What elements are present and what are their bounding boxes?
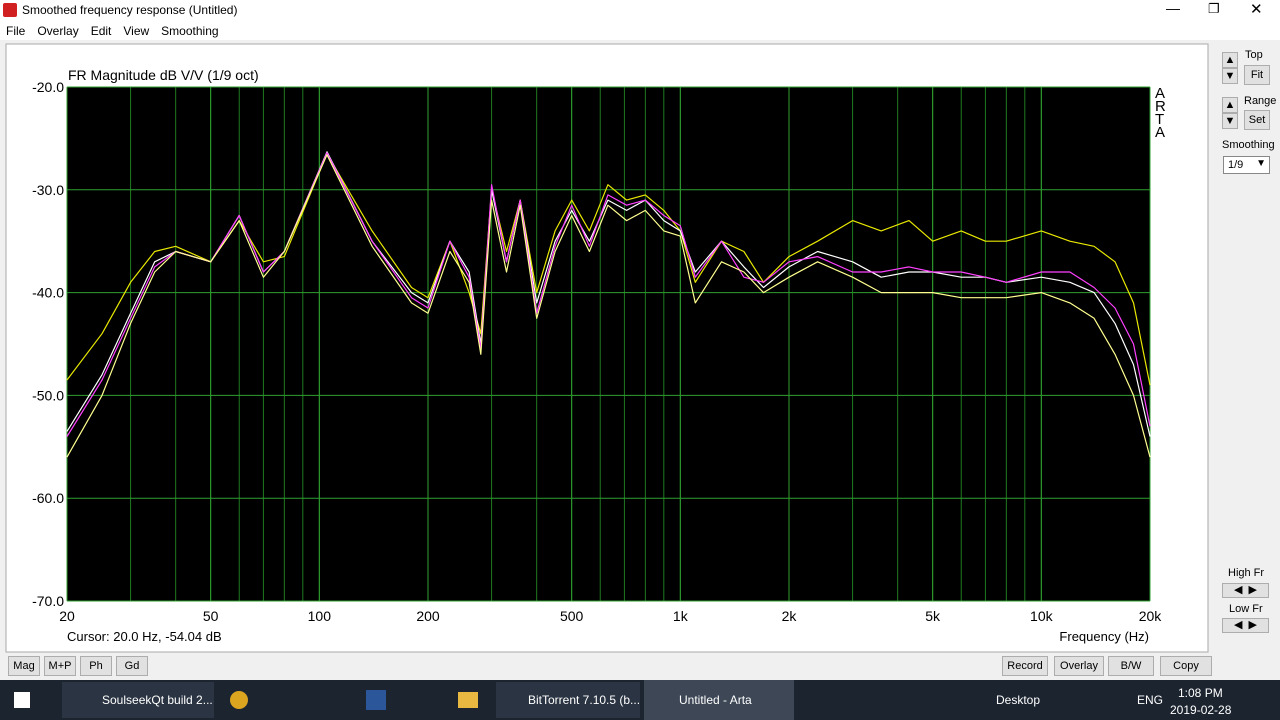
y-tick-label: -50.0 <box>32 387 64 403</box>
desktop-toolbar[interactable]: Desktop <box>996 693 1041 707</box>
view-button[interactable]: Gd <box>116 656 148 676</box>
chart: FR Magnitude dB V/V (1/9 oct) Cursor: 20… <box>5 43 1209 653</box>
start-button[interactable] <box>14 692 30 708</box>
taskbar-app: SoulseekQt build 2... <box>102 693 213 707</box>
x-tick-label: 100 <box>308 608 332 624</box>
app-icon <box>3 3 17 17</box>
low-fr-label: Low Fr <box>1229 603 1263 615</box>
menu-item[interactable]: Smoothing <box>161 24 219 38</box>
action-button[interactable]: B/W <box>1108 656 1154 676</box>
y-tick-label: -70.0 <box>32 593 64 609</box>
language[interactable]: ENG <box>1137 693 1164 707</box>
top-down[interactable]: ▼ <box>1222 68 1238 84</box>
close[interactable]: ✕ <box>1250 1 1263 18</box>
maximize[interactable]: ❐ <box>1208 1 1220 16</box>
view-button[interactable]: Mag <box>8 656 40 676</box>
response-curve <box>66 152 1151 437</box>
x-tick-label: 1k <box>673 608 689 624</box>
top-label: Top <box>1245 49 1263 61</box>
range-label: Range <box>1244 95 1277 107</box>
menu-item[interactable]: Edit <box>90 24 112 38</box>
taskbar: SoulseekQt build 2... BitTorrent 7.10.5 … <box>0 680 1280 720</box>
x-tick-label: 20k <box>1139 608 1163 624</box>
y-tick-label: -30.0 <box>32 182 64 198</box>
cursor-readout: Cursor: 20.0 Hz, -54.04 dB <box>67 629 222 644</box>
smoothing-select[interactable]: 1/9 ▼ <box>1223 156 1270 174</box>
action-button[interactable]: Overlay <box>1054 656 1104 676</box>
window-title: Smoothed frequency response (Untitled) <box>22 3 238 17</box>
chart-title: FR Magnitude dB V/V (1/9 oct) <box>68 67 259 83</box>
action-button[interactable]: Record <box>1002 656 1048 676</box>
high-fr-label: High Fr <box>1228 567 1265 579</box>
view-button[interactable]: Ph <box>80 656 112 676</box>
x-tick-label: 50 <box>203 608 219 624</box>
menu-item[interactable]: Overlay <box>37 24 79 38</box>
x-tick-label: 2k <box>782 608 798 624</box>
bittorrent-task[interactable] <box>496 682 640 718</box>
set-button[interactable]: Set <box>1244 110 1270 130</box>
clock-time: 1:08 PM <box>1178 686 1223 700</box>
x-axis-label: Frequency (Hz) <box>1059 629 1149 644</box>
top-up[interactable]: ▲ <box>1222 52 1238 68</box>
chrome-icon[interactable] <box>230 691 248 709</box>
x-tick-label: 20 <box>59 608 75 624</box>
smoothing-label: Smoothing <box>1222 139 1275 151</box>
view-button[interactable]: M+P <box>44 656 76 676</box>
low-fr-arrows[interactable]: ◀ ▶ <box>1222 618 1269 633</box>
range-up[interactable]: ▲ <box>1222 97 1238 113</box>
range-down[interactable]: ▼ <box>1222 113 1238 129</box>
explorer-icon[interactable] <box>458 692 478 708</box>
smoothing-value: 1/9 <box>1228 159 1244 171</box>
x-tick-label: 500 <box>560 608 584 624</box>
x-tick-label: 5k <box>925 608 941 624</box>
menu-item[interactable]: File <box>6 24 26 38</box>
y-tick-label: -60.0 <box>32 490 64 506</box>
high-fr-arrows[interactable]: ◀ ▶ <box>1222 583 1269 598</box>
taskbar-app: Untitled - Arta <box>679 693 752 707</box>
x-tick-label: 10k <box>1030 608 1054 624</box>
word-icon[interactable] <box>366 690 386 710</box>
response-curve <box>66 154 1151 458</box>
y-tick-label: -20.0 <box>32 79 64 95</box>
title-bar: Smoothed frequency response (Untitled) —… <box>0 0 1280 20</box>
clock-date: 2019-02-28 <box>1170 703 1232 717</box>
fit-button[interactable]: Fit <box>1244 65 1270 85</box>
soulseek-task[interactable] <box>62 682 214 718</box>
plot-area <box>67 87 1150 601</box>
menu-item[interactable]: View <box>123 24 150 38</box>
x-tick-label: 200 <box>416 608 440 624</box>
arta-task[interactable] <box>644 680 794 720</box>
action-button[interactable]: Copy <box>1160 656 1212 676</box>
dropdown-arrow: ▼ <box>1256 158 1266 169</box>
y-tick-label: -40.0 <box>32 285 64 301</box>
brand: ARTA <box>1155 85 1166 141</box>
menu-bar: File Overlay Edit View Smoothing <box>0 20 1280 40</box>
taskbar-app: BitTorrent 7.10.5 (b... <box>528 693 641 707</box>
minimize[interactable]: — <box>1166 0 1180 16</box>
